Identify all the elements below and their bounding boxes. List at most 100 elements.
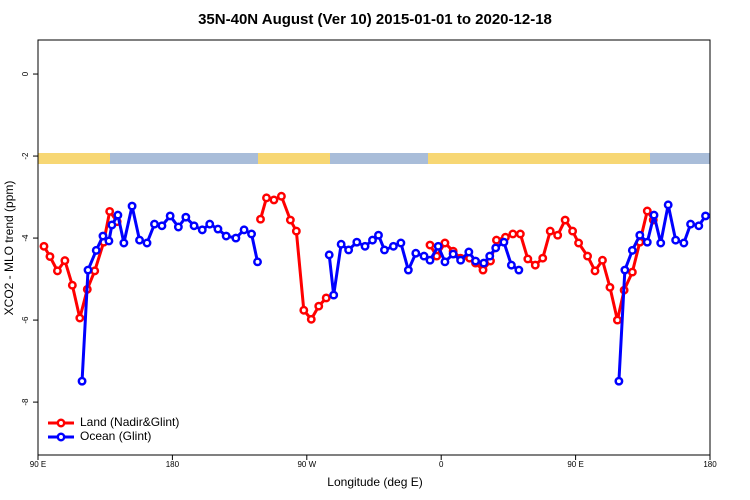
data-point — [213, 224, 223, 234]
data-point — [113, 210, 123, 220]
legend-marker — [56, 418, 66, 428]
data-point — [560, 215, 570, 225]
data-point — [388, 241, 398, 251]
data-point — [45, 252, 55, 261]
data-point — [605, 282, 615, 292]
x-axis-label: Longitude (deg E) — [327, 475, 422, 489]
data-point — [694, 221, 704, 231]
x-tick-label: 0 — [439, 460, 444, 469]
x-tick-label: 180 — [166, 460, 180, 469]
data-point — [701, 211, 710, 221]
data-point — [492, 235, 501, 245]
data-point — [253, 257, 262, 267]
data-point — [523, 254, 533, 264]
data-point — [221, 231, 231, 241]
data-point — [90, 266, 100, 276]
legend-label: Ocean (Glint) — [80, 429, 151, 443]
x-tick-label: 90 E — [567, 460, 583, 469]
data-point — [165, 211, 175, 221]
data-point — [205, 219, 215, 229]
data-point — [635, 230, 645, 240]
data-point — [314, 301, 324, 311]
data-point — [269, 195, 279, 205]
data-point — [568, 226, 578, 236]
data-point — [231, 233, 241, 243]
data-point — [686, 219, 696, 229]
data-point — [506, 260, 516, 270]
data-point — [306, 314, 316, 324]
data-point — [150, 219, 159, 229]
data-point — [627, 245, 637, 255]
data-point — [403, 265, 413, 275]
data-point — [299, 305, 309, 315]
data-point — [360, 241, 370, 251]
data-point — [368, 235, 377, 245]
data-point — [77, 376, 87, 386]
x-tick-label: 90 E — [30, 460, 46, 469]
data-point — [104, 236, 114, 246]
data-point — [105, 206, 115, 216]
data-point — [598, 255, 607, 265]
data-point — [91, 245, 101, 255]
data-point — [553, 230, 563, 240]
data-point — [276, 191, 286, 201]
data-point — [583, 251, 592, 261]
chart-title: 35N-40N August (Ver 10) 2015-01-01 to 20… — [198, 11, 552, 28]
land-strip — [258, 153, 330, 164]
data-point — [411, 248, 421, 258]
data-point — [485, 251, 495, 261]
data-point — [464, 247, 474, 257]
data-point — [671, 235, 681, 245]
data-point — [107, 220, 117, 230]
data-point — [75, 313, 85, 323]
data-point — [574, 238, 584, 248]
data-point — [590, 266, 600, 276]
data-point — [425, 255, 435, 265]
data-point — [627, 267, 637, 277]
land-strip — [38, 153, 110, 164]
data-point — [173, 222, 183, 232]
legend-label: Land (Nadir&Glint) — [80, 415, 179, 429]
legend-marker — [56, 432, 66, 442]
data-point — [642, 237, 652, 247]
data-point — [127, 201, 137, 211]
data-point — [60, 256, 70, 266]
data-point — [649, 210, 659, 220]
data-point — [499, 237, 509, 247]
x-tick-label: 180 — [703, 460, 717, 469]
y-axis-label: XCO2 - MLO trend (ppm) — [2, 181, 16, 316]
data-point — [620, 265, 630, 275]
data-point — [189, 221, 199, 231]
ocean-strip — [38, 153, 710, 164]
data-point — [440, 257, 450, 267]
data-point — [448, 249, 458, 259]
data-point — [324, 250, 334, 260]
data-point — [538, 253, 548, 263]
map-strip — [38, 153, 710, 164]
y-tick-label: -8 — [21, 398, 30, 406]
x-tick-label: 90 W — [297, 460, 316, 469]
data-point — [471, 256, 480, 266]
data-point — [181, 212, 191, 222]
data-point — [456, 255, 466, 265]
data-point — [344, 245, 354, 255]
data-point — [614, 376, 624, 386]
data-point — [336, 239, 346, 249]
data-point — [52, 266, 62, 276]
data-point — [419, 251, 429, 261]
y-tick-label: -6 — [21, 316, 30, 324]
data-point — [679, 238, 689, 248]
data-point — [478, 265, 488, 275]
data-point — [396, 238, 406, 248]
data-point — [352, 237, 362, 247]
data-point — [135, 235, 144, 245]
data-point — [321, 293, 331, 303]
data-point — [530, 260, 540, 270]
plot-frame — [37, 39, 711, 456]
data-point — [612, 315, 622, 325]
data-point — [98, 231, 108, 241]
data-point — [119, 238, 129, 248]
data-point — [142, 238, 152, 248]
